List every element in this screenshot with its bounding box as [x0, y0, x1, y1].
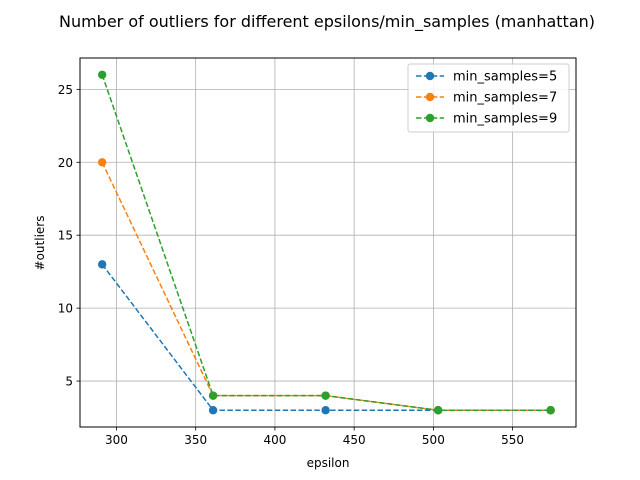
legend-item: min_samples=7	[416, 91, 557, 106]
legend-item: min_samples=5	[416, 70, 557, 85]
legend-swatch-marker	[425, 71, 435, 81]
y-tick-label: 25	[58, 83, 73, 97]
data-point	[208, 391, 218, 400]
series-line	[101, 263, 551, 411]
y-axis-label: #outliers	[33, 216, 47, 271]
y-tick-label: 15	[58, 229, 73, 243]
data-point	[208, 406, 218, 415]
data-point	[97, 70, 107, 79]
x-tick-label: 350	[184, 433, 207, 447]
legend-label: min_samples=5	[453, 70, 557, 85]
legend-label: min_samples=7	[453, 91, 557, 106]
x-axis-label: epsilon	[307, 456, 350, 470]
series-3	[97, 70, 555, 415]
y-axis: 5 10 15 20 25	[58, 83, 80, 389]
x-tick-label: 550	[501, 433, 524, 447]
series-2	[97, 158, 555, 415]
legend-swatch-marker	[425, 113, 435, 123]
plot-frame	[79, 57, 577, 428]
y-tick-label: 10	[58, 302, 73, 316]
data-point	[433, 406, 443, 415]
series-line	[101, 161, 551, 411]
x-tick-label: 500	[422, 433, 445, 447]
x-tick-label: 300	[105, 433, 128, 447]
data-point	[546, 406, 555, 415]
legend-label: min_samples=9	[453, 112, 557, 127]
y-tick-label: 5	[65, 375, 73, 389]
chart-title: Number of outliers for different epsilon…	[59, 12, 595, 32]
data-point	[321, 406, 330, 415]
series-layer	[97, 70, 555, 415]
data-point	[97, 260, 107, 269]
legend-item: min_samples=9	[416, 112, 557, 127]
legend: min_samples=5 min_samples=7 min_samples=9	[407, 63, 570, 133]
data-point	[97, 158, 107, 167]
x-tick-label: 400	[263, 433, 286, 447]
x-axis: 300 350 400 450 500 550	[105, 427, 524, 447]
legend-box	[407, 63, 570, 133]
y-tick-label: 20	[58, 156, 73, 170]
data-point	[321, 391, 330, 400]
x-tick-label: 450	[343, 433, 366, 447]
series-1	[97, 260, 555, 415]
legend-swatch-marker	[425, 92, 435, 102]
